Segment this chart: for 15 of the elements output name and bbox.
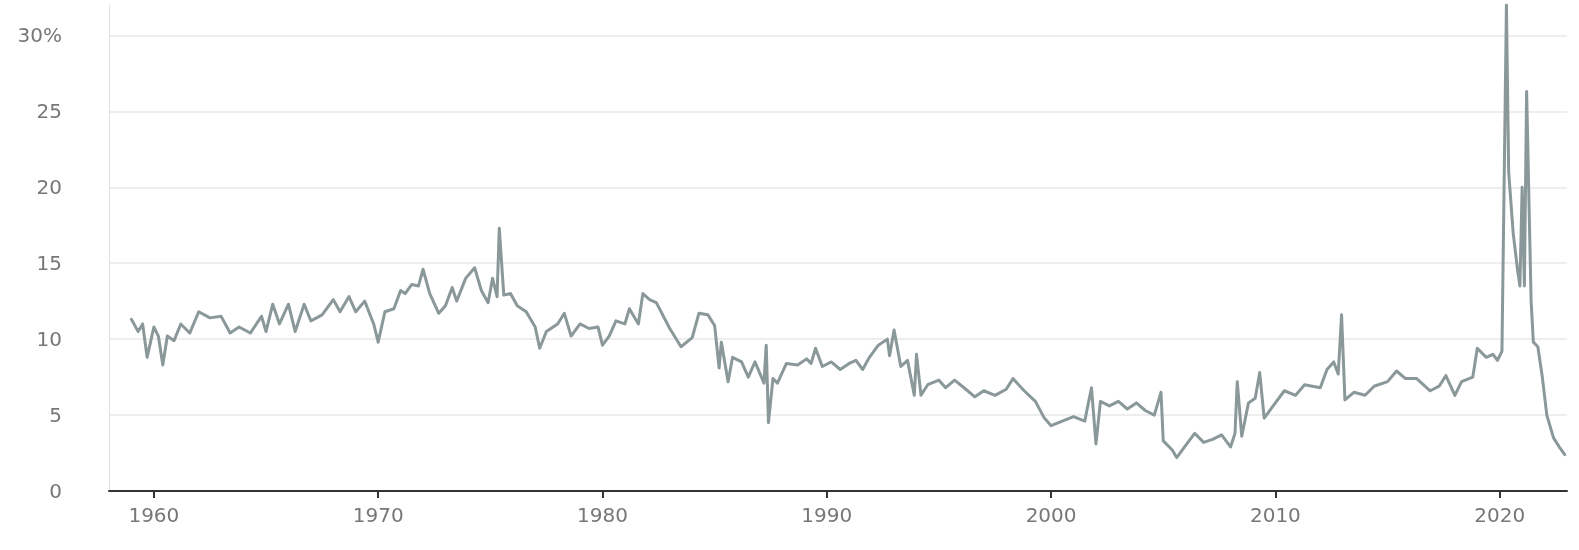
x-tick-label: 1980: [577, 503, 628, 527]
x-tick-label: 2000: [1025, 503, 1077, 527]
x-tick-label: 1970: [352, 503, 404, 527]
y-tick-label: 15: [36, 251, 62, 276]
y-tick-label: 5: [49, 403, 62, 428]
y-tick-label: 20: [36, 175, 62, 200]
x-tick-label: 2020: [1474, 503, 1526, 527]
y-tick-label: 10: [36, 327, 62, 352]
y-tick-label: 25: [36, 99, 62, 124]
x-tick-label: 1990: [801, 503, 853, 527]
x-tick-label: 2010: [1249, 503, 1301, 527]
y-tick-label: 0: [49, 479, 62, 503]
line-series: [129, 3, 1567, 460]
y-tick-label: 30%: [17, 23, 62, 48]
x-tick-label: 1960: [128, 503, 180, 527]
